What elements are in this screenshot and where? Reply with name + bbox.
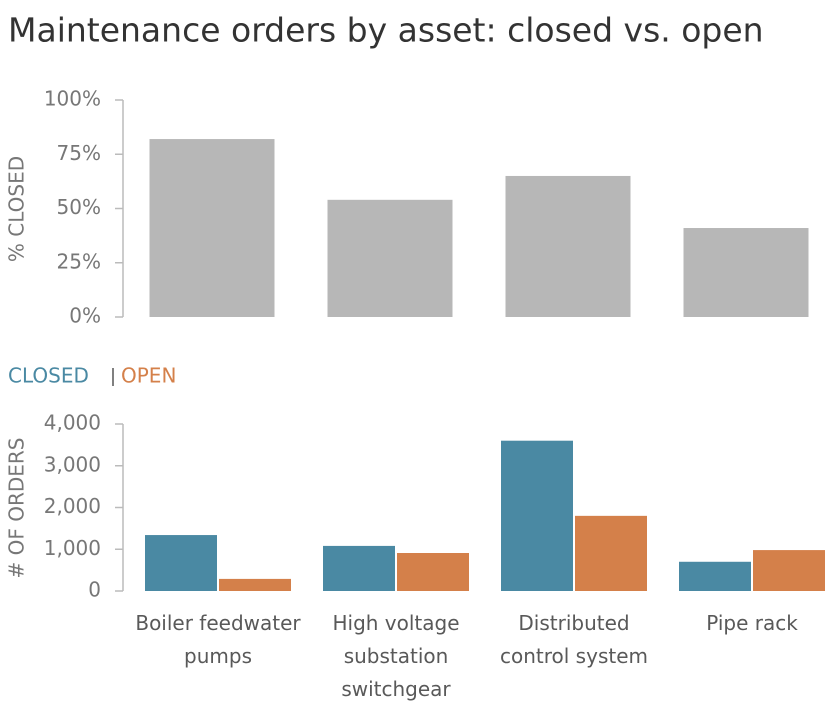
y-tick-label: 25% [57, 249, 101, 273]
y-tick-label: 75% [57, 141, 101, 165]
x-tick-label: Pipe rack [706, 611, 798, 635]
legend-entry: OPEN [121, 364, 176, 388]
y-tick-label: 1,000 [44, 536, 101, 560]
bar [145, 535, 217, 591]
y-axis-label: % CLOSED [5, 156, 29, 262]
y-tick-label: 4,000 [44, 411, 101, 435]
y-tick-label: 100% [44, 87, 101, 111]
bar [505, 175, 631, 317]
x-tick-label: Distributed control system [500, 611, 648, 668]
y-tick-label: 0 [88, 578, 101, 602]
bar [323, 545, 395, 591]
bar [501, 440, 573, 591]
legend-entry: CLOSED [8, 364, 89, 388]
bar [683, 228, 809, 317]
x-tick-label: Boiler feedwater pumps [135, 611, 301, 668]
bar [219, 578, 291, 591]
x-tick-label: High voltage substation switchgear [332, 611, 460, 701]
y-tick-label: 3,000 [44, 452, 101, 476]
y-tick-label: 2,000 [44, 494, 101, 518]
chart-title: Maintenance orders by asset: closed vs. … [8, 11, 764, 50]
y-tick-label: 0% [69, 304, 101, 328]
y-axis-label: # OF ORDERS [5, 438, 29, 579]
y-tick-label: 50% [57, 195, 101, 219]
bar [327, 199, 453, 317]
bar [753, 550, 825, 591]
bar [149, 139, 275, 317]
bar [679, 561, 751, 591]
bar [575, 515, 647, 591]
bar [397, 553, 469, 591]
